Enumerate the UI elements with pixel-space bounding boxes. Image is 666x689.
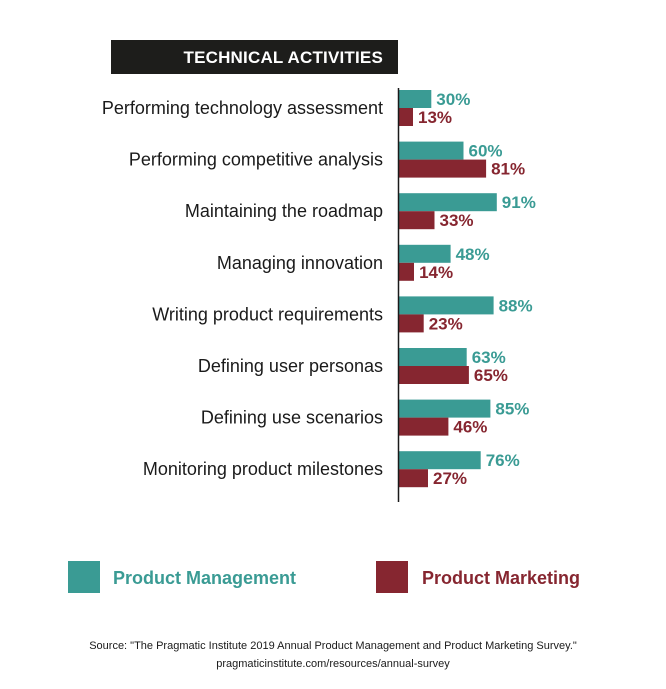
value-label-product-management-writing-product-requirements: 88% [499,296,533,315]
value-label-product-marketing-performing-technology-assessment: 13% [418,108,452,127]
bar-product-management-defining-user-personas [399,348,467,366]
bar-product-management-performing-technology-assessment [399,90,432,108]
bar-product-management-monitoring-product-milestones [399,451,481,470]
value-label-product-marketing-defining-user-personas: 65% [474,366,508,385]
value-label-product-marketing-maintaining-the-roadmap: 33% [440,211,474,230]
bar-product-marketing-performing-technology-assessment [399,108,413,126]
legend: Product Management Product Marketing [68,561,580,593]
bar-product-marketing-monitoring-product-milestones [399,469,428,488]
bar-product-marketing-performing-competitive-analysis [399,159,487,178]
category-label-defining-use-scenarios: Defining use scenarios [201,408,383,428]
chart-title: TECHNICAL ACTIVITIES [183,48,383,67]
legend-label-product-marketing: Product Marketing [422,568,580,588]
legend-label-product-management: Product Management [113,568,296,588]
legend-swatch-product-management [68,561,100,593]
bar-product-management-managing-innovation [399,244,451,263]
value-label-product-management-defining-user-personas: 63% [472,348,506,367]
value-label-product-management-defining-use-scenarios: 85% [495,400,529,419]
source-url: pragmaticinstitute.com/resources/annual-… [216,658,450,670]
bar-product-management-writing-product-requirements [399,296,494,315]
category-label-maintaining-the-roadmap: Maintaining the roadmap [185,201,383,221]
category-label-performing-competitive-analysis: Performing competitive analysis [129,150,383,170]
bar-product-management-maintaining-the-roadmap [399,193,497,212]
value-label-product-management-performing-competitive-analysis: 60% [469,142,503,161]
value-label-product-marketing-managing-innovation: 14% [419,263,453,282]
bars-layer: Performing technology assessment 30%13% Pe… [102,90,536,488]
category-label-managing-innovation: Managing innovation [217,253,383,273]
bar-product-management-defining-use-scenarios [399,399,491,418]
category-label-defining-user-personas: Defining user personas [198,356,383,376]
value-label-product-marketing-writing-product-requirements: 23% [429,314,463,333]
value-label-product-management-maintaining-the-roadmap: 91% [502,193,536,212]
value-label-product-management-managing-innovation: 48% [456,245,490,264]
value-label-product-marketing-performing-competitive-analysis: 81% [491,160,525,179]
bar-product-marketing-managing-innovation [399,262,414,281]
legend-swatch-product-marketing [376,561,408,593]
value-label-product-marketing-defining-use-scenarios: 46% [453,418,487,437]
value-label-product-management-performing-technology-assessment: 30% [436,90,470,109]
value-label-product-marketing-monitoring-product-milestones: 27% [433,469,467,488]
category-label-performing-technology-assessment: Performing technology assessment [102,98,383,118]
bar-product-marketing-defining-user-personas [399,366,469,384]
source-citation: Source: "The Pragmatic Institute 2019 An… [89,640,577,652]
bar-product-marketing-writing-product-requirements [399,314,424,333]
bar-product-marketing-defining-use-scenarios [399,417,449,436]
category-label-monitoring-product-milestones: Monitoring product milestones [143,459,383,479]
bar-product-marketing-maintaining-the-roadmap [399,211,435,230]
bar-product-management-performing-competitive-analysis [399,141,464,160]
category-label-writing-product-requirements: Writing product requirements [152,304,383,324]
chart-header-bar [111,40,398,74]
value-label-product-management-monitoring-product-milestones: 76% [486,451,520,470]
